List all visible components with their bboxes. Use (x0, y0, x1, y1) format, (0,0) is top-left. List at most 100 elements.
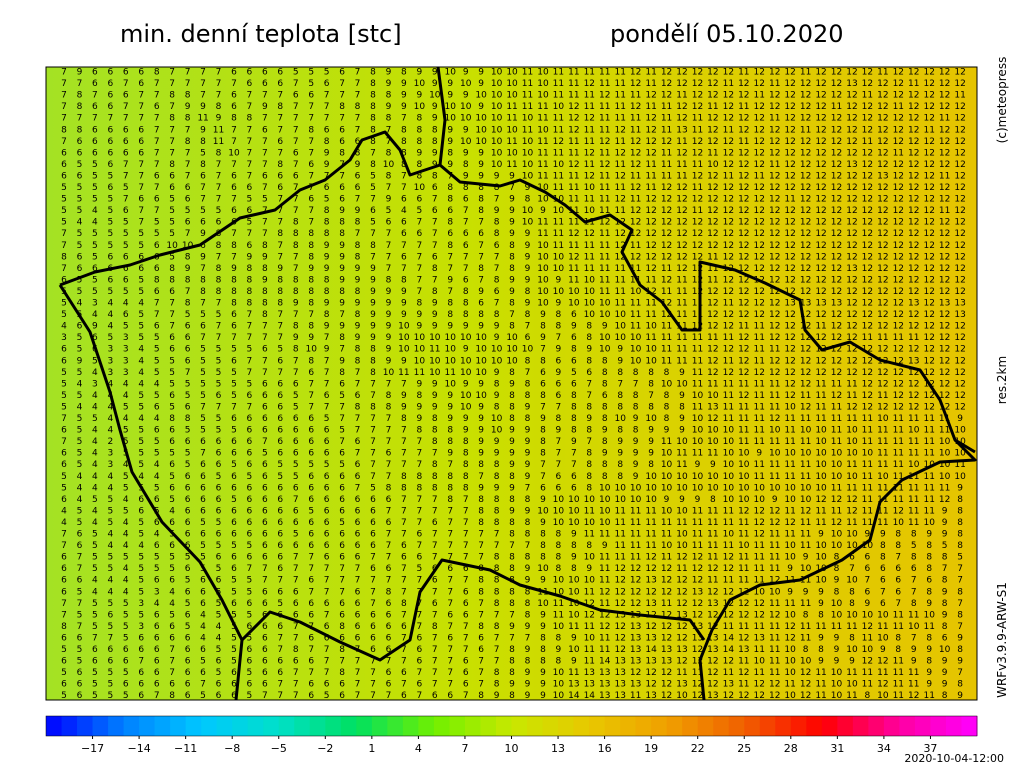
grid-value: 9 (416, 91, 422, 101)
grid-value: 8 (61, 125, 67, 135)
grid-value: 12 (692, 252, 703, 262)
grid-value: 9 (525, 691, 531, 701)
grid-value: 8 (942, 691, 948, 701)
grid-value: 6 (447, 633, 453, 643)
grid-value: 12 (630, 137, 641, 147)
grid-value: 7 (247, 402, 253, 412)
grid-value: 12 (846, 206, 857, 216)
grid-value: 11 (800, 460, 811, 470)
grid-value: 12 (584, 79, 595, 89)
grid-value: 8 (169, 91, 175, 101)
colorbar-segment (728, 716, 745, 736)
grid-value: 12 (738, 599, 749, 609)
grid-value: 9 (494, 322, 500, 332)
grid-value: 4 (401, 206, 407, 216)
grid-value: 8 (509, 414, 515, 424)
colorbar-segment (775, 716, 792, 736)
grid-value: 6 (231, 322, 237, 332)
grid-value: 5 (77, 229, 83, 239)
grid-value: 12 (769, 310, 780, 320)
grid-value: 5 (107, 599, 113, 609)
grid-value: 5 (77, 657, 83, 667)
grid-value: 9 (926, 680, 932, 690)
grid-value: 11 (893, 472, 904, 482)
grid-value: 12 (815, 171, 826, 181)
grid-value: 7 (200, 680, 206, 690)
grid-value: 8 (293, 275, 299, 285)
grid-value: 12 (754, 229, 765, 239)
grid-value: 8 (478, 460, 484, 470)
grid-value: 7 (293, 310, 299, 320)
grid-value: 12 (769, 322, 780, 332)
grid-value: 12 (692, 264, 703, 274)
grid-value: 9 (756, 449, 762, 459)
grid-value: 7 (571, 460, 577, 470)
grid-value: 6 (92, 645, 98, 655)
grid-value: 6 (231, 68, 237, 78)
grid-value: 5 (138, 275, 144, 285)
grid-value: 4 (107, 402, 113, 412)
grid-value: 12 (954, 148, 965, 158)
grid-value: 11 (630, 241, 641, 251)
grid-value: 11 (599, 79, 610, 89)
grid-value: 10 (460, 391, 472, 401)
grid-value: 12 (815, 218, 826, 228)
grid-value: 9 (432, 391, 438, 401)
grid-value: 6 (138, 645, 144, 655)
grid-value: 9 (494, 483, 500, 493)
grid-value: 12 (784, 345, 795, 355)
grid-value: 12 (784, 310, 795, 320)
grid-value: 6 (231, 171, 237, 181)
grid-value: 10 (800, 495, 812, 505)
grid-value: 8 (463, 449, 469, 459)
grid-value: 7 (138, 183, 144, 193)
grid-value: 11 (908, 518, 919, 528)
grid-value: 10 (568, 599, 580, 609)
grid-value: 12 (877, 206, 888, 216)
grid-value: 8 (509, 322, 515, 332)
grid-value: 12 (800, 379, 811, 389)
grid-value: 5 (77, 437, 83, 447)
grid-value: 11 (584, 125, 595, 135)
grid-value: 5 (77, 195, 83, 205)
grid-value: 12 (939, 310, 950, 320)
grid-value: 11 (584, 587, 595, 597)
grid-value: 6 (216, 530, 222, 540)
grid-value: 10 (676, 379, 688, 389)
grid-value: 6 (865, 553, 871, 563)
grid-value: 7 (231, 137, 237, 147)
grid-value: 12 (800, 183, 811, 193)
grid-value: 12 (862, 402, 873, 412)
grid-value: 9 (247, 252, 253, 262)
grid-value: 5 (231, 426, 237, 436)
grid-value: 11 (676, 322, 687, 332)
grid-value: 6 (77, 137, 83, 147)
grid-value: 5 (339, 518, 345, 528)
grid-value: 7 (478, 610, 484, 620)
grid-value: 7 (416, 264, 422, 274)
grid-value: 9 (926, 668, 932, 678)
grid-value: 7 (525, 633, 531, 643)
grid-value: 12 (908, 183, 919, 193)
grid-value: 8 (324, 229, 330, 239)
grid-value: 8 (355, 356, 361, 366)
grid-value: 7 (339, 310, 345, 320)
grid-value: 12 (877, 137, 888, 147)
grid-value: 5 (231, 587, 237, 597)
grid-value: 7 (370, 576, 376, 586)
grid-value: 10 (707, 391, 719, 401)
grid-value: 4 (216, 622, 222, 632)
grid-value: 11 (599, 264, 610, 274)
grid-value: 7 (540, 402, 546, 412)
grid-value: 11 (661, 437, 672, 447)
grid-value: 6 (401, 668, 407, 678)
grid-value: 12 (692, 102, 703, 112)
grid-value: 7 (200, 68, 206, 78)
grid-value: 12 (939, 79, 950, 89)
grid-value: 5 (92, 356, 98, 366)
grid-value: 11 (692, 356, 703, 366)
grid-value: 11 (908, 680, 919, 690)
grid-value: 11 (939, 171, 950, 181)
grid-value: 7 (247, 91, 253, 101)
grid-value: 7 (386, 506, 392, 516)
